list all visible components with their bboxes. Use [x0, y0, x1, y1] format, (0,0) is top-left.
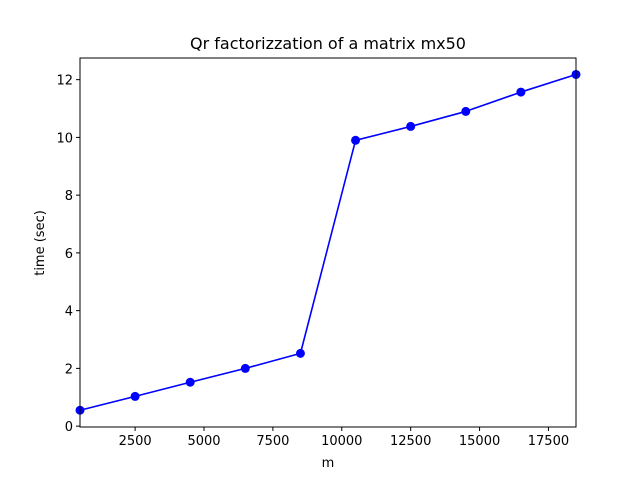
y-tick-label: 6	[65, 247, 73, 262]
chart-title: Qr factorizzation of a matrix mx50	[190, 34, 466, 53]
y-tick-label: 2	[65, 362, 73, 377]
x-tick-label: 12500	[390, 434, 431, 449]
x-tick-label: 7500	[256, 434, 289, 449]
data-point	[406, 121, 416, 131]
y-axis-label: time (sec)	[33, 210, 48, 276]
y-tick-label: 4	[65, 305, 73, 320]
data-point	[130, 391, 140, 401]
data-point	[516, 87, 526, 97]
data-point	[240, 363, 250, 373]
y-tick-label: 12	[56, 74, 73, 89]
y-tick-label: 10	[56, 131, 73, 146]
axes-frame	[79, 57, 577, 428]
y-tick-label: 0	[65, 420, 73, 435]
data-point	[185, 377, 195, 387]
data-point	[351, 135, 361, 145]
plot-area: 2500 5000 7500 10000 12500 15000 17500 0 2 4 6 8 10 1…	[56, 57, 581, 449]
data-point	[461, 106, 471, 116]
series-line-0	[79, 73, 577, 412]
x-tick-label: 5000	[187, 434, 220, 449]
x-tick-label: 17500	[528, 434, 569, 449]
x-tick-label: 2500	[119, 434, 152, 449]
x-tick-label: 10000	[321, 434, 362, 449]
data-point	[295, 348, 305, 358]
y-tick-label: 8	[65, 189, 73, 204]
x-tick-label: 15000	[459, 434, 500, 449]
x-axis-label: m	[322, 456, 335, 471]
